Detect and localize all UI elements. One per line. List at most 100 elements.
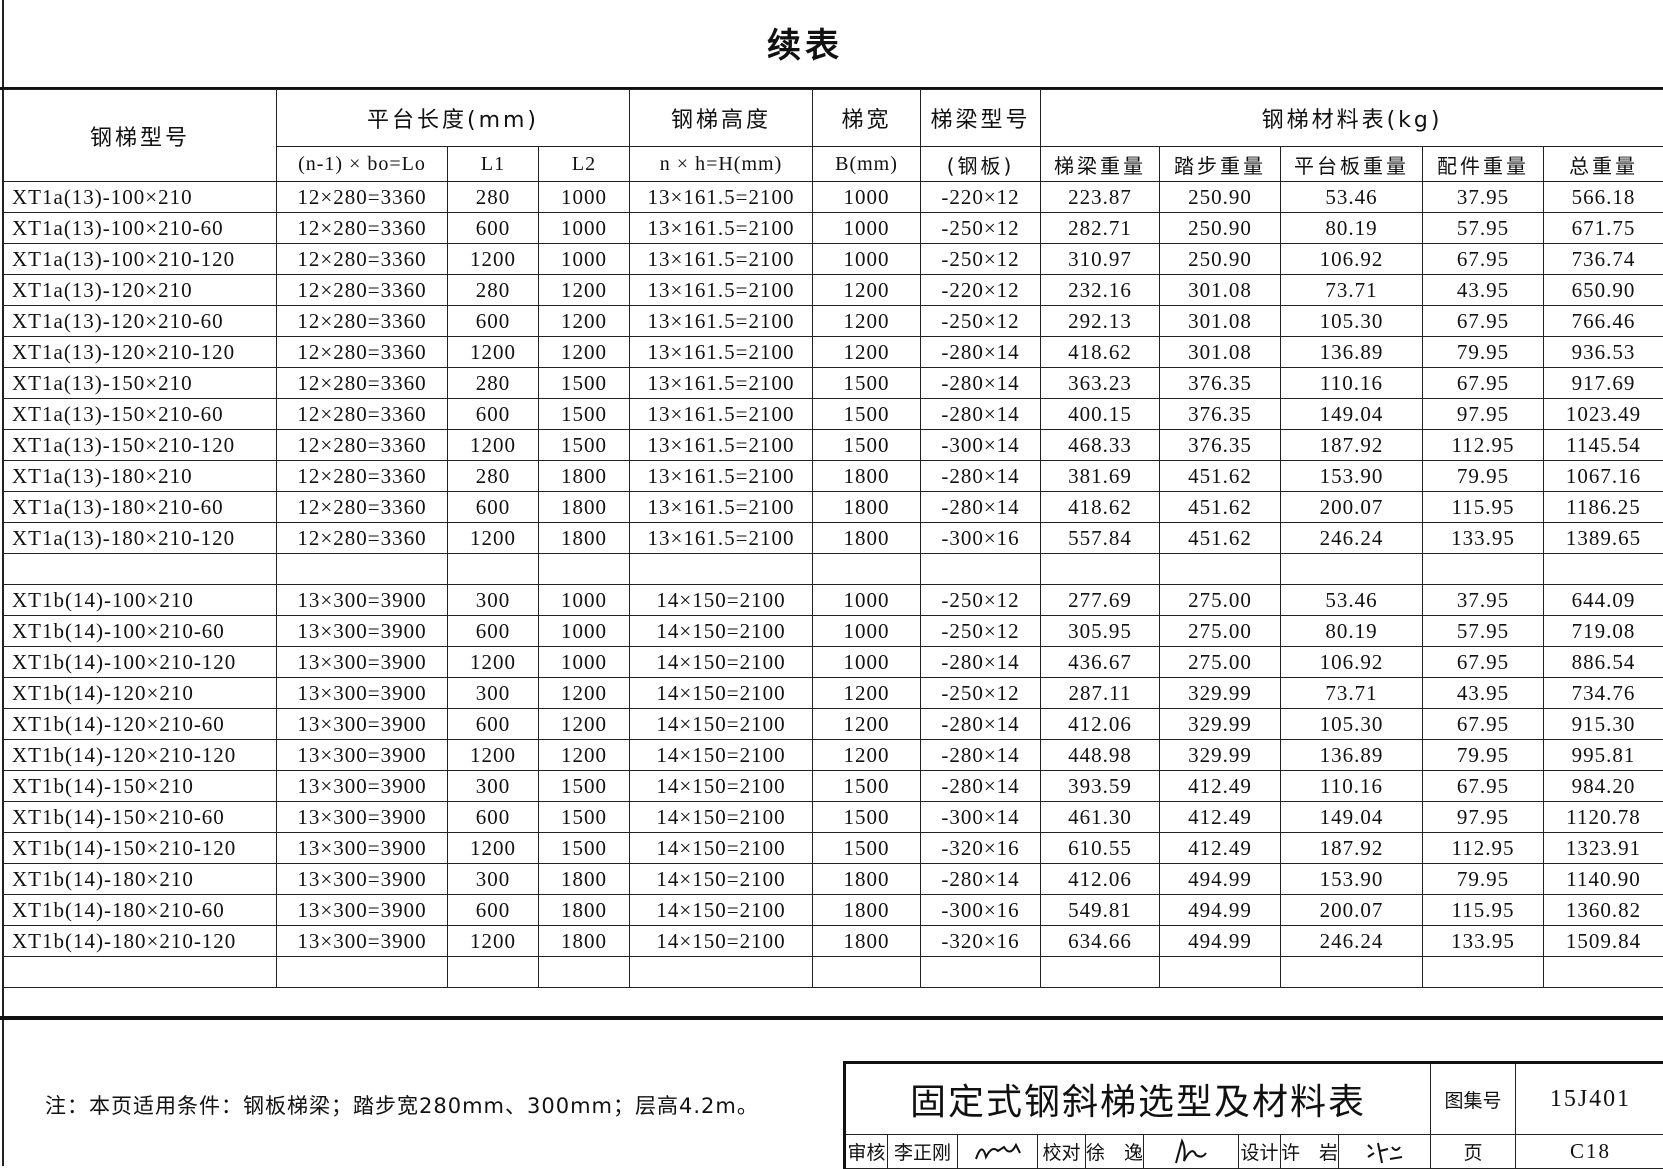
cell-height: 14×150=2100 — [630, 678, 813, 709]
cell-l1: 1200 — [448, 430, 539, 461]
cell-beam-type: -250×12 — [921, 616, 1041, 647]
header-row-1: 钢梯型号 平台长度(mm) 钢梯高度 梯宽 梯梁型号 钢梯材料表(kg) — [4, 90, 1663, 147]
cell-total-weight: 917.69 — [1544, 368, 1663, 399]
cell-beam-weight: 461.30 — [1041, 802, 1160, 833]
cell-width: 1000 — [813, 585, 921, 616]
cell-model: XT1a(13)-180×210-120 — [4, 523, 277, 554]
design-label: 设计 — [1239, 1135, 1281, 1169]
cell-step-weight: 275.00 — [1160, 647, 1281, 678]
cell-model: XT1a(13)-120×210-120 — [4, 337, 277, 368]
cell-fittings-weight: 67.95 — [1423, 368, 1544, 399]
cell-fittings-weight: 97.95 — [1423, 399, 1544, 430]
cell-l1: 280 — [448, 368, 539, 399]
cell-model: XT1b(14)-100×210 — [4, 585, 277, 616]
cell-l1: 300 — [448, 585, 539, 616]
cell-model: XT1b(14)-100×210-60 — [4, 616, 277, 647]
cell-l2: 1800 — [539, 523, 630, 554]
cell-l2: 1800 — [539, 492, 630, 523]
cell-beam-weight: 610.55 — [1041, 833, 1160, 864]
cell-beam-weight: 557.84 — [1041, 523, 1160, 554]
cell-platform-weight: 149.04 — [1281, 802, 1423, 833]
cell-l2: 1500 — [539, 430, 630, 461]
cell-platform-weight — [1281, 957, 1423, 988]
cell-l2: 1800 — [539, 864, 630, 895]
cell-l2: 1000 — [539, 616, 630, 647]
cell-lo: 12×280=3360 — [277, 430, 448, 461]
cell-beam-type: -250×12 — [921, 213, 1041, 244]
cell-platform-weight: 200.07 — [1281, 895, 1423, 926]
cell-lo: 12×280=3360 — [277, 399, 448, 430]
table-row-empty — [4, 957, 1663, 988]
cell-l2: 1200 — [539, 275, 630, 306]
cell-height: 14×150=2100 — [630, 709, 813, 740]
cell-lo: 13×300=3900 — [277, 771, 448, 802]
page-title: 续表 — [0, 18, 1610, 67]
cell-beam-weight: 418.62 — [1041, 337, 1160, 368]
cell-total-weight — [1544, 957, 1663, 988]
cell-fittings-weight: 37.95 — [1423, 585, 1544, 616]
cell-l2: 1800 — [539, 461, 630, 492]
cell-width: 1500 — [813, 802, 921, 833]
cell-step-weight: 451.62 — [1160, 523, 1281, 554]
cell-total-weight: 1140.90 — [1544, 864, 1663, 895]
cell-width: 1500 — [813, 833, 921, 864]
cell-beam-type: -280×14 — [921, 368, 1041, 399]
cell-beam-weight: 287.11 — [1041, 678, 1160, 709]
cell-total-weight: 734.76 — [1544, 678, 1663, 709]
cell-beam-type: -320×16 — [921, 833, 1041, 864]
cell-width: 1800 — [813, 926, 921, 957]
cell-beam-weight: 277.69 — [1041, 585, 1160, 616]
table-row-empty — [4, 554, 1663, 585]
cell-beam-weight: 292.13 — [1041, 306, 1160, 337]
cell-lo: 13×300=3900 — [277, 864, 448, 895]
cell-step-weight: 329.99 — [1160, 709, 1281, 740]
cell-beam-weight: 436.67 — [1041, 647, 1160, 678]
cell-lo: 12×280=3360 — [277, 213, 448, 244]
cell-l1: 600 — [448, 616, 539, 647]
cell-lo: 13×300=3900 — [277, 678, 448, 709]
cell-lo: 12×280=3360 — [277, 368, 448, 399]
cell-beam-weight: 223.87 — [1041, 182, 1160, 213]
cell-platform-weight: 200.07 — [1281, 492, 1423, 523]
cell-total-weight: 1120.78 — [1544, 802, 1663, 833]
cell-total-weight: 984.20 — [1544, 771, 1663, 802]
cell-model: XT1b(14)-150×210-120 — [4, 833, 277, 864]
cell-lo: 12×280=3360 — [277, 306, 448, 337]
cell-lo: 12×280=3360 — [277, 244, 448, 275]
cell-width — [813, 554, 921, 585]
cell-platform-weight: 136.89 — [1281, 337, 1423, 368]
cell-l1: 300 — [448, 864, 539, 895]
cell-width: 1500 — [813, 771, 921, 802]
reviewer-name: 李正刚 — [888, 1135, 958, 1169]
cell-beam-weight: 305.95 — [1041, 616, 1160, 647]
cell-fittings-weight: 115.95 — [1423, 895, 1544, 926]
cell-l1: 1200 — [448, 337, 539, 368]
cell-step-weight — [1160, 554, 1281, 585]
cell-fittings-weight: 112.95 — [1423, 430, 1544, 461]
cell-width: 1000 — [813, 616, 921, 647]
cell-l2: 1500 — [539, 399, 630, 430]
cell-beam-weight: 232.16 — [1041, 275, 1160, 306]
cell-total-weight: 1067.16 — [1544, 461, 1663, 492]
cell-model: XT1b(14)-120×210-120 — [4, 740, 277, 771]
cell-beam-type: -280×14 — [921, 492, 1041, 523]
cell-total-weight — [1544, 554, 1663, 585]
cell-step-weight: 376.35 — [1160, 399, 1281, 430]
cell-model: XT1a(13)-180×210-60 — [4, 492, 277, 523]
cell-total-weight: 1323.91 — [1544, 833, 1663, 864]
cell-lo: 12×280=3360 — [277, 275, 448, 306]
cell-step-weight: 412.49 — [1160, 771, 1281, 802]
cell-platform-weight: 149.04 — [1281, 399, 1423, 430]
header-platform-length: 平台长度(mm) — [277, 90, 630, 147]
cell-step-weight: 301.08 — [1160, 306, 1281, 337]
cell-fittings-weight — [1423, 957, 1544, 988]
